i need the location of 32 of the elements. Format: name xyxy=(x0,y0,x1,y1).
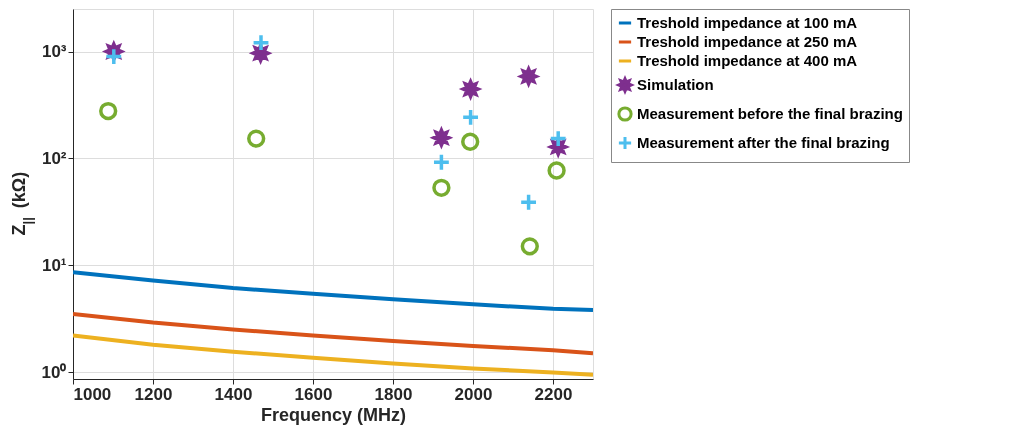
point xyxy=(251,33,271,52)
y-tick-label: 10¹ xyxy=(41,255,67,275)
x-tick-label: 1600 xyxy=(294,384,333,404)
y-axis-title: Z|| (kΩ) xyxy=(9,171,35,236)
x-tick-label: 1000 xyxy=(73,384,112,404)
y-tick-label: 10² xyxy=(41,148,67,168)
point xyxy=(461,108,480,127)
point xyxy=(547,161,566,180)
point xyxy=(519,193,538,212)
y-tick-label: 10³ xyxy=(41,42,67,62)
line-series xyxy=(73,311,593,356)
point xyxy=(99,101,118,121)
legend-label: Treshold impedance at 400 mA xyxy=(637,52,858,69)
x-axis-title: Frequency (MHz) xyxy=(260,404,407,425)
x-tick-label: 2200 xyxy=(534,384,573,404)
point xyxy=(549,129,568,148)
point xyxy=(247,129,266,148)
x-tick-label: 2000 xyxy=(454,384,493,404)
point xyxy=(432,153,451,172)
legend-label: Measurement after the final brazing xyxy=(637,134,890,151)
point xyxy=(432,178,451,197)
x-tick-label: 1800 xyxy=(374,384,413,404)
point xyxy=(520,237,539,256)
legend-label: Simulation xyxy=(637,76,714,93)
x-tick-label: 1200 xyxy=(134,384,173,404)
point xyxy=(461,132,480,151)
legend-label: Measurement before the final brazing xyxy=(637,105,903,122)
y-tick-label: 10⁰ xyxy=(41,362,67,382)
legend-label: Treshold impedance at 250 mA xyxy=(637,33,858,50)
x-tick-label: 1400 xyxy=(214,384,253,404)
line-series xyxy=(73,270,593,313)
legend-label: Treshold impedance at 100 mA xyxy=(637,14,858,31)
